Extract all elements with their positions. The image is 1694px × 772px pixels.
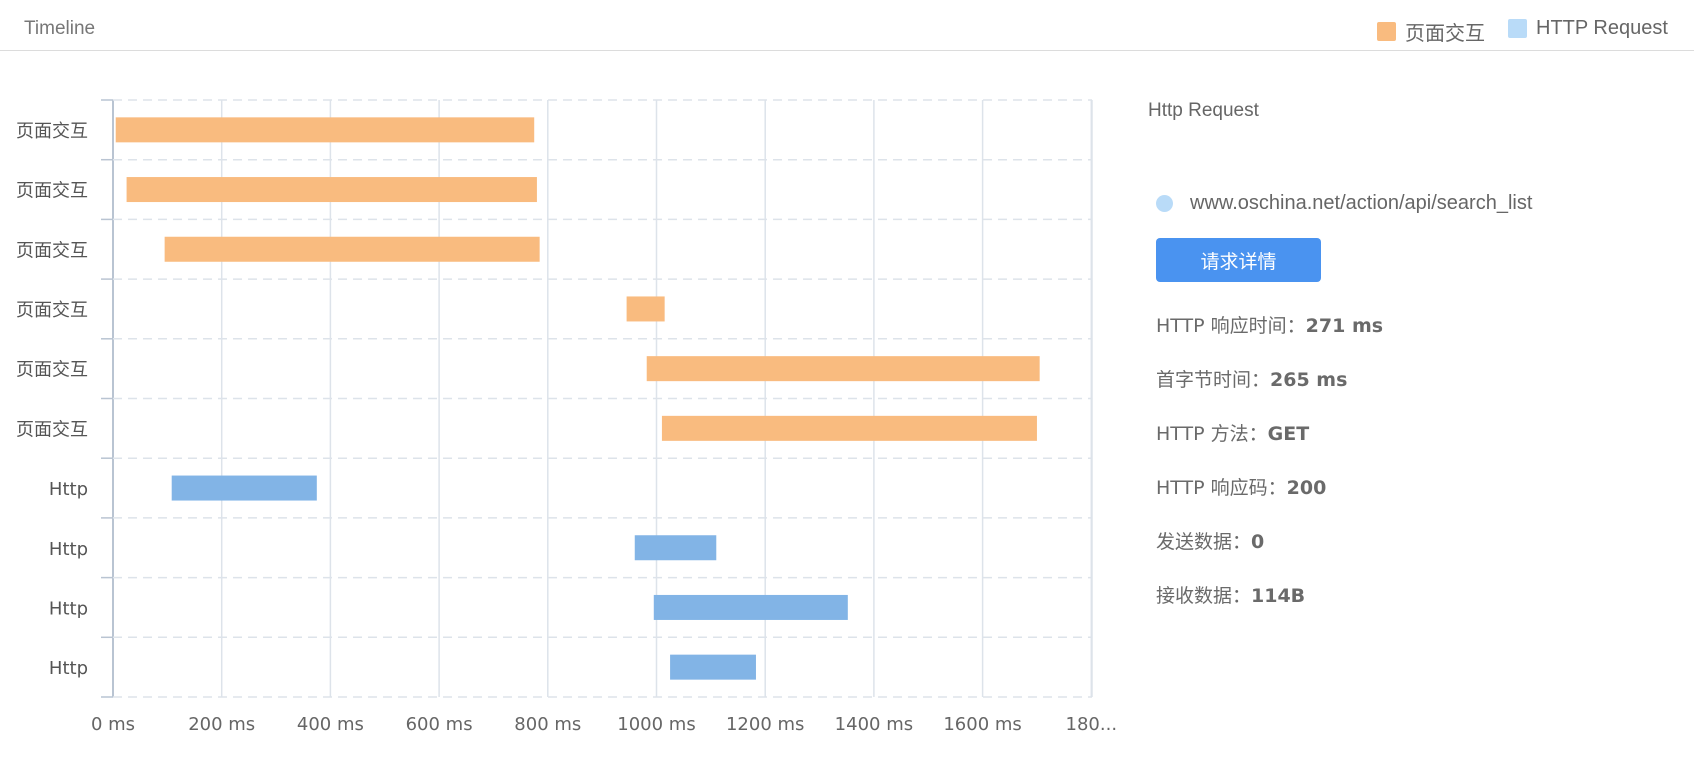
stat-sent-data: 发送数据：0 <box>1156 527 1264 554</box>
stat-response-time: HTTP 响应时间：271 ms <box>1156 311 1383 338</box>
request-status-dot <box>1156 195 1173 212</box>
legend-label-http-request: HTTP Request <box>1536 17 1668 39</box>
timeline-bar <box>661 415 1037 441</box>
stat-label: HTTP 响应时间： <box>1156 315 1306 337</box>
timeline-bar <box>626 296 665 322</box>
request-item[interactable]: www.oschina.net/action/api/search_list <box>1156 192 1532 215</box>
row-label: 页面交互 <box>16 300 88 321</box>
row-label: Http <box>49 479 88 500</box>
x-tick-label: 800 ms <box>514 714 581 735</box>
request-url: www.oschina.net/action/api/search_list <box>1190 192 1533 214</box>
stat-label: HTTP 方法： <box>1156 423 1268 445</box>
timeline-bar <box>634 535 717 561</box>
stat-value: 265 ms <box>1270 369 1348 391</box>
x-tick-label: 1000 ms <box>617 714 695 735</box>
stat-received-data: 接收数据：114B <box>1156 581 1305 608</box>
timeline-header: Timeline 页面交互 HTTP Request <box>0 0 1694 51</box>
timeline-bar <box>653 594 848 620</box>
stat-label: HTTP 响应码： <box>1156 477 1287 499</box>
stat-label: 接收数据： <box>1156 585 1252 607</box>
x-tick-label: 1400 ms <box>835 714 913 735</box>
timeline-bar <box>171 475 317 501</box>
row-label: 页面交互 <box>16 240 88 261</box>
timeline-bar <box>646 356 1040 382</box>
panel-title: Http Request <box>1148 100 1259 121</box>
stat-value: 0 <box>1251 531 1265 553</box>
row-label: 页面交互 <box>16 360 88 381</box>
x-tick-label: 0 ms <box>91 714 135 735</box>
row-label: Http <box>49 539 88 560</box>
legend-label-page-interaction: 页面交互 <box>1405 23 1485 45</box>
stat-value: 200 <box>1286 477 1327 499</box>
x-tick-label: 1600 ms <box>943 714 1021 735</box>
http-request-panel: Http Request www.oschina.net/action/api/… <box>1148 0 1688 772</box>
timeline-bar <box>126 177 537 203</box>
header-title: Timeline <box>24 18 96 39</box>
legend-item-http-request[interactable]: HTTP Request <box>1508 17 1668 40</box>
stat-value: 114B <box>1251 585 1306 607</box>
stat-value: GET <box>1267 423 1310 445</box>
timeline-bar <box>115 117 535 143</box>
x-tick-label: 1200 ms <box>726 714 804 735</box>
row-label: 页面交互 <box>16 419 88 440</box>
timeline-chart: 页面交互页面交互页面交互页面交互页面交互页面交互HttpHttpHttpHttp… <box>16 99 1118 735</box>
timeline-bar <box>164 236 540 262</box>
row-label: Http <box>49 598 88 619</box>
legend-item-page-interaction[interactable]: 页面交互 <box>1377 17 1485 46</box>
stat-first-byte-time: 首字节时间：265 ms <box>1156 365 1347 392</box>
x-tick-label: 400 ms <box>297 714 364 735</box>
row-label: Http <box>49 658 88 679</box>
stat-http-method: HTTP 方法：GET <box>1156 419 1309 446</box>
x-tick-label: 180... <box>1066 714 1118 735</box>
timeline-bar <box>670 654 756 680</box>
row-label: 页面交互 <box>16 181 88 202</box>
x-tick-label: 600 ms <box>406 714 473 735</box>
stat-value: 271 ms <box>1305 315 1384 337</box>
request-detail-button[interactable]: 请求详情 <box>1156 238 1321 282</box>
stat-response-code: HTTP 响应码：200 <box>1156 473 1326 500</box>
stat-label: 首字节时间： <box>1156 369 1271 391</box>
legend-swatch-http-request <box>1508 19 1527 38</box>
row-label: 页面交互 <box>16 121 88 142</box>
x-tick-label: 200 ms <box>188 714 255 735</box>
stat-label: 发送数据： <box>1156 531 1252 553</box>
legend-swatch-page-interaction <box>1377 22 1396 41</box>
